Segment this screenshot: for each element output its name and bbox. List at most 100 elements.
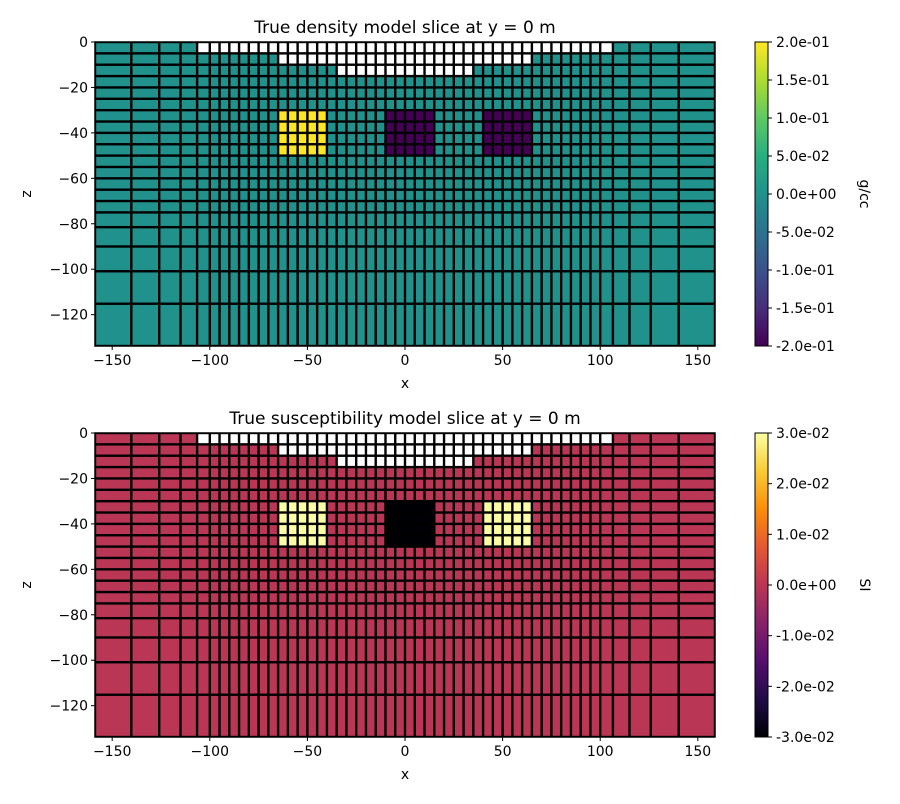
air-cell <box>494 43 502 53</box>
mesh-cell <box>318 134 326 144</box>
air-cell <box>396 43 404 53</box>
mesh-cell <box>484 491 492 500</box>
air-cell <box>406 65 414 75</box>
mesh-cell <box>337 663 346 694</box>
mesh-cell <box>132 491 159 500</box>
air-cell <box>367 445 375 455</box>
mesh-cell <box>591 638 600 662</box>
mesh-cell <box>581 156 590 166</box>
mesh-cell <box>318 65 326 75</box>
mesh-cell <box>396 304 404 345</box>
mesh-cell <box>240 468 248 478</box>
mesh-cell <box>435 228 443 246</box>
mesh-cell <box>494 65 502 75</box>
mesh-cell <box>542 134 551 144</box>
mesh-cell <box>552 228 560 246</box>
mesh-cell <box>581 213 590 226</box>
mesh-cell <box>337 570 346 580</box>
mesh-cell <box>160 65 180 75</box>
mesh-cell <box>337 168 346 178</box>
mesh-cell <box>357 122 365 132</box>
mesh-cell <box>445 513 453 523</box>
mesh-cell <box>542 190 551 200</box>
mesh-cell <box>230 638 238 662</box>
mesh-cell <box>308 179 316 189</box>
mesh-cell <box>328 179 336 189</box>
mesh-cell <box>132 272 159 303</box>
mesh-cell <box>494 228 502 246</box>
mesh-cell <box>160 247 180 271</box>
mesh-cell <box>523 547 531 557</box>
mesh-cell <box>630 111 650 121</box>
mesh-cell <box>435 581 443 591</box>
mesh-cell <box>220 179 229 189</box>
mesh-cell <box>581 513 590 523</box>
mesh-cell <box>406 134 414 144</box>
mesh-cell <box>279 638 287 662</box>
mesh-cell <box>96 479 131 489</box>
mesh-cell <box>337 513 346 523</box>
mesh-cell <box>572 525 580 535</box>
mesh-cell <box>259 228 268 246</box>
mesh-cell <box>269 663 277 694</box>
mesh-cell <box>376 695 385 736</box>
mesh-cell <box>308 581 316 591</box>
mesh-cell <box>279 213 287 226</box>
mesh-cell <box>198 695 209 736</box>
mesh-cell <box>298 479 307 489</box>
mesh-cell <box>523 111 531 121</box>
mesh-cell <box>542 65 551 75</box>
air-cell <box>464 54 473 64</box>
mesh-cell <box>484 468 492 478</box>
air-cell <box>230 434 238 444</box>
mesh-cell <box>542 456 551 466</box>
mesh-cell <box>591 570 600 580</box>
mesh-cell <box>337 491 346 500</box>
mesh-cell <box>425 122 434 132</box>
mesh-cell <box>230 65 238 75</box>
mesh-cell <box>367 604 375 617</box>
air-cell <box>425 434 434 444</box>
mesh-cell <box>269 122 277 132</box>
mesh-cell <box>396 536 404 546</box>
mesh-cell <box>630 604 650 617</box>
mesh-cell <box>455 536 463 546</box>
mesh-cell <box>425 134 434 144</box>
mesh-cell <box>552 638 560 662</box>
mesh-cell <box>533 547 541 557</box>
mesh-cell <box>269 445 277 455</box>
mesh-cell <box>259 77 268 87</box>
mesh-cell <box>289 525 297 535</box>
mesh-cell <box>328 100 336 109</box>
mesh-cell <box>562 179 570 189</box>
mesh-cell <box>96 619 131 637</box>
mesh-cell <box>250 272 258 303</box>
mesh-cell <box>396 502 404 512</box>
mesh-cell <box>386 663 395 694</box>
mesh-cell <box>308 134 316 144</box>
mesh-cell <box>181 247 196 271</box>
mesh-cell <box>318 145 326 155</box>
mesh-cell <box>445 88 453 98</box>
mesh-cell <box>415 213 424 226</box>
mesh-cell <box>552 190 560 200</box>
mesh-cell <box>367 134 375 144</box>
mesh-cell <box>376 88 385 98</box>
mesh-cell <box>328 663 336 694</box>
mesh-cell <box>160 168 180 178</box>
mesh-cell <box>376 190 385 200</box>
mesh-cell <box>376 179 385 189</box>
mesh-cell <box>513 536 521 546</box>
mesh-cell <box>386 247 395 271</box>
mesh-cell <box>445 570 453 580</box>
mesh-cell <box>132 468 159 478</box>
mesh-cell <box>160 468 180 478</box>
mesh-cell <box>679 304 714 345</box>
mesh-cell <box>494 134 502 144</box>
mesh-cell <box>614 43 629 53</box>
mesh-cell <box>396 100 404 109</box>
mesh-cell <box>562 304 570 345</box>
mesh-cell <box>679 77 714 87</box>
mesh-cell <box>230 479 238 489</box>
mesh-cell <box>259 593 268 603</box>
